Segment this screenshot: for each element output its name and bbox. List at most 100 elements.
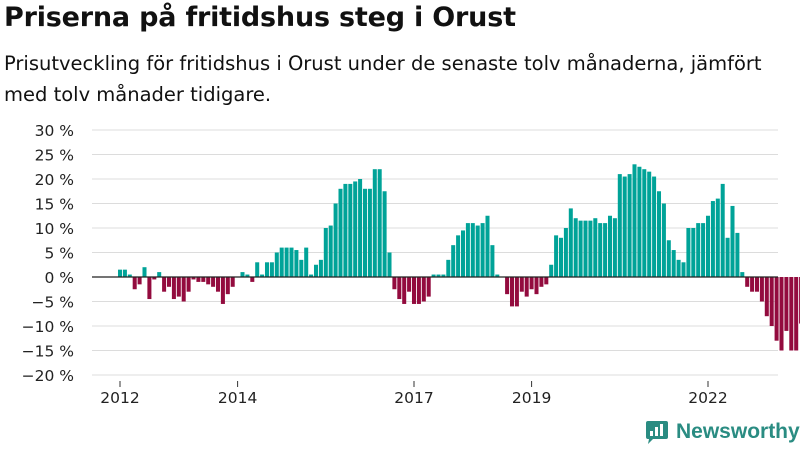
bar [127,274,132,277]
bar [745,277,750,287]
bar [367,188,372,277]
bar [426,277,431,297]
bar [225,277,230,295]
bar [387,252,392,277]
bar [372,169,377,277]
bar [612,218,617,277]
bar [465,223,470,277]
bar [558,237,564,277]
bar [416,277,421,304]
chart-subtitle: Prisutveckling för fritidshus i Orust un… [4,52,762,106]
bar [176,277,181,297]
bar [206,277,211,285]
y-tick-label: 20 % [35,171,74,189]
bar [333,203,338,277]
bar [495,274,500,277]
y-tick-label: −5 % [31,294,74,312]
bar [485,215,490,277]
bar [157,272,162,277]
bars [117,164,800,351]
bar [166,277,172,287]
x-tick-label: 2017 [394,389,433,407]
bar [656,191,662,277]
bar [240,272,245,277]
bar [348,183,353,277]
bar [377,169,382,277]
bar [794,277,799,351]
bar [421,277,426,302]
bar [671,250,676,277]
y-tick-label: −15 % [22,343,74,361]
bar [666,240,671,277]
bar [299,259,304,277]
bar [147,277,152,300]
bar [215,277,221,292]
bar [122,269,127,277]
bar [740,272,745,277]
bar [632,164,637,277]
y-tick-label: 30 % [35,122,74,140]
bar [269,262,274,277]
bar [171,277,176,300]
newsworthy-brand: Newsworthy [644,419,800,445]
x-tick-label: 2014 [218,389,257,407]
bar [358,179,363,277]
bar [691,228,696,277]
bar [436,274,441,277]
bar [264,262,270,277]
bar [480,223,485,277]
bar [652,176,657,277]
bar [764,277,769,317]
bar [568,208,573,277]
bar [132,277,137,290]
y-tick-label: 25 % [35,147,74,165]
bar [397,277,402,300]
bar [274,252,279,277]
bar [514,277,519,307]
bar [402,277,407,304]
bar [681,262,686,277]
y-tick-label: 0 % [44,269,74,287]
bar [705,215,711,277]
chart-title: Priserna på fritidshus steg i Orust [4,2,516,33]
bar [730,205,735,277]
bar [245,274,250,277]
bar [676,259,681,277]
bar [573,218,578,277]
bar [456,235,461,277]
brand-name: Newsworthy [676,420,800,443]
bar [637,166,642,277]
bar [627,174,632,277]
bar [431,274,436,277]
bar [411,277,417,304]
newsworthy-logo-icon [646,421,668,444]
bar [284,247,289,277]
bar [754,277,760,292]
y-tick-label: −20 % [22,367,74,385]
bar [470,223,475,277]
bar [162,277,167,292]
bar [211,277,216,287]
bar [607,215,613,277]
bar [152,277,157,280]
bar [539,277,544,287]
bar [279,247,284,277]
bar [407,277,412,292]
bar [519,277,524,292]
bar [544,277,549,285]
bar [362,188,368,277]
bar [549,264,554,277]
x-axis: 201220142017201920222024 [100,381,728,407]
bar [353,181,358,277]
x-tick-label: 2019 [512,389,551,407]
x-tick-label: 2022 [688,389,727,407]
bar [534,277,539,295]
bar [392,277,397,290]
bar [323,228,328,277]
bar [617,174,622,277]
bar [789,277,794,351]
bar [710,201,715,277]
bar [255,262,260,277]
bar [759,277,764,302]
